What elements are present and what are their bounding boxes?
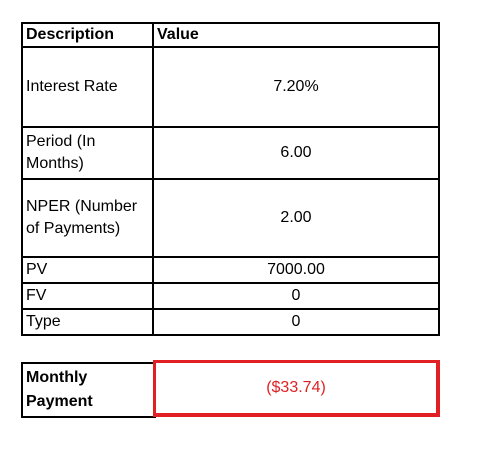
table-row: NPER (Number of Payments) 2.00 [21,178,440,258]
description-header[interactable]: Description [21,22,154,48]
monthly-payment-label[interactable]: Monthly Payment [21,362,156,418]
type-value[interactable]: 0 [152,308,440,336]
loan-parameters-table: Description Value Interest Rate 7.20% Pe… [21,22,440,336]
nper-value[interactable]: 2.00 [152,178,440,258]
period-label[interactable]: Period (In Months) [21,126,154,180]
pv-label[interactable]: PV [21,256,154,284]
monthly-payment-table: Monthly Payment [21,362,156,418]
fv-value[interactable]: 0 [152,282,440,310]
nper-label[interactable]: NPER (Number of Payments) [21,178,154,258]
monthly-payment-value[interactable]: ($33.74) [153,360,440,417]
table-header-row: Description Value [21,22,440,48]
table-row: Type 0 [21,308,440,336]
period-value[interactable]: 6.00 [152,126,440,180]
result-row: Monthly Payment [21,362,156,418]
table-row: FV 0 [21,282,440,310]
value-header[interactable]: Value [152,22,440,48]
type-label[interactable]: Type [21,308,154,336]
table-row: Period (In Months) 6.00 [21,126,440,180]
table-row: PV 7000.00 [21,256,440,284]
table-row: Interest Rate 7.20% [21,46,440,128]
interest-rate-label[interactable]: Interest Rate [21,46,154,128]
fv-label[interactable]: FV [21,282,154,310]
monthly-payment-amount: ($33.74) [266,379,326,396]
interest-rate-value[interactable]: 7.20% [152,46,440,128]
pv-value[interactable]: 7000.00 [152,256,440,284]
